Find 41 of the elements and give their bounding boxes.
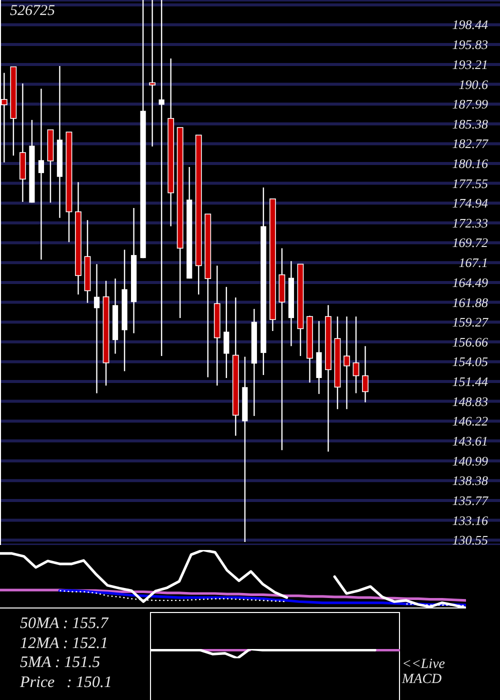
y-tick-label: 174.94 — [452, 196, 488, 211]
y-tick-label: 148.83 — [452, 394, 488, 409]
chart-title: 526725 — [10, 3, 55, 20]
candlestick — [362, 346, 368, 403]
y-tick-label: 154.05 — [452, 354, 488, 370]
y-tick-label: 193.21 — [452, 56, 488, 72]
candlestick — [149, 0, 156, 148]
text: 12MA : 152.1 — [20, 634, 110, 652]
y-tick-label: 190.6 — [458, 76, 488, 92]
candlestick — [158, 0, 164, 357]
y-tick-label: 185.38 — [452, 116, 488, 132]
y-tick-label: 146.22 — [452, 414, 488, 429]
y-tick-label: 133.16 — [452, 512, 488, 528]
y-tick-label: 159.27 — [452, 314, 488, 330]
y-tick-label: 143.61 — [452, 433, 488, 448]
y-tick-label: 164.49 — [452, 274, 488, 290]
y-tick-label: 135.77 — [452, 492, 488, 508]
y-tick-label: 140.99 — [452, 453, 488, 468]
y-tick-label: 151.44 — [452, 374, 488, 389]
y-tick-label: 182.77 — [452, 136, 488, 152]
y-tick-label: 198.44 — [452, 17, 488, 32]
annotation: <<Live MACD — [402, 657, 446, 687]
y-tick-label: 156.66 — [452, 334, 488, 350]
text: 5MA : 151.5 — [20, 654, 102, 672]
y-tick-label: 167.1 — [458, 255, 488, 270]
y-tick-label: 187.99 — [452, 96, 488, 112]
candlestick — [94, 264, 100, 394]
candlestick — [344, 316, 350, 410]
y-tick-label: 130.55 — [452, 532, 488, 548]
y-tick-label: 161.88 — [452, 294, 488, 310]
candlestick — [352, 316, 360, 394]
y-tick-label: 172.33 — [452, 215, 488, 230]
y-tick-label: 177.55 — [452, 176, 488, 191]
candlestick — [224, 286, 230, 379]
y-tick-label: 169.72 — [452, 235, 488, 250]
text: 50MA : 155.7 — [20, 615, 110, 632]
text: Price : 150.1 — [20, 674, 113, 692]
y-tick-label: 195.83 — [452, 37, 488, 52]
y-tick-label: 138.38 — [452, 473, 488, 488]
y-tick-label: 180.16 — [452, 156, 488, 171]
candlestick — [38, 88, 44, 260]
